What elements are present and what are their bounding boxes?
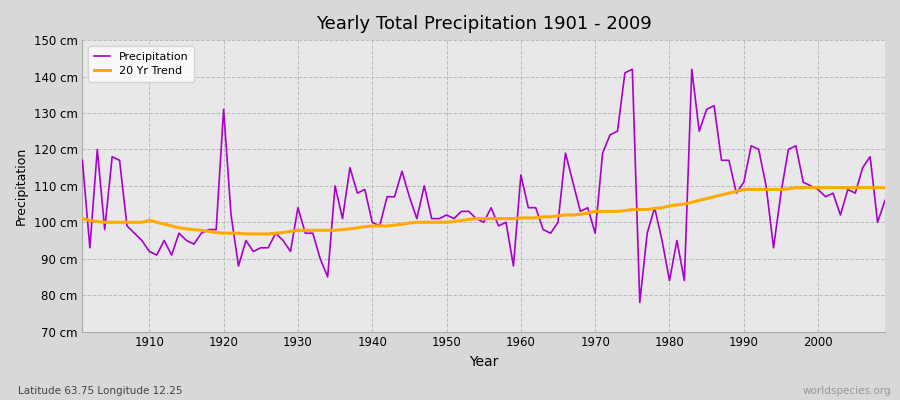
Line: Precipitation: Precipitation — [83, 69, 885, 302]
Precipitation — [605, 132, 616, 137]
Text: worldspecies.org: worldspecies.org — [803, 386, 891, 396]
Precipitation — [300, 231, 310, 236]
X-axis label: Year: Year — [469, 355, 499, 369]
Y-axis label: Precipitation: Precipitation — [15, 147, 28, 225]
20 Yr Trend — [523, 216, 534, 220]
20 Yr Trend — [879, 185, 890, 190]
Precipitation — [345, 165, 356, 170]
Precipitation — [516, 172, 526, 177]
Text: Latitude 63.75 Longitude 12.25: Latitude 63.75 Longitude 12.25 — [18, 386, 183, 396]
20 Yr Trend — [612, 209, 623, 214]
20 Yr Trend — [240, 232, 251, 236]
Precipitation — [137, 238, 148, 243]
20 Yr Trend — [308, 228, 319, 233]
20 Yr Trend — [516, 216, 526, 220]
20 Yr Trend — [790, 185, 801, 190]
20 Yr Trend — [77, 216, 88, 221]
Legend: Precipitation, 20 Yr Trend: Precipitation, 20 Yr Trend — [88, 46, 194, 82]
20 Yr Trend — [137, 220, 148, 225]
20 Yr Trend — [352, 225, 363, 230]
Title: Yearly Total Precipitation 1901 - 2009: Yearly Total Precipitation 1901 - 2009 — [316, 15, 652, 33]
Precipitation — [879, 198, 890, 203]
Precipitation — [508, 264, 518, 268]
Precipitation — [627, 67, 638, 72]
Precipitation — [634, 300, 645, 305]
Line: 20 Yr Trend: 20 Yr Trend — [83, 188, 885, 234]
Precipitation — [77, 158, 88, 163]
